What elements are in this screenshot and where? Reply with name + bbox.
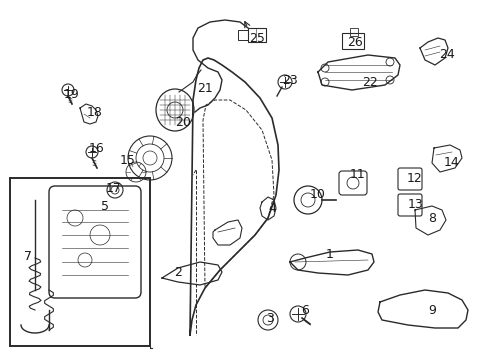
Text: 5: 5 bbox=[101, 201, 109, 213]
Text: 26: 26 bbox=[346, 36, 362, 49]
Text: 25: 25 bbox=[248, 31, 264, 45]
Text: 22: 22 bbox=[362, 76, 377, 89]
Text: 6: 6 bbox=[301, 303, 308, 316]
Text: 8: 8 bbox=[427, 211, 435, 225]
Bar bbox=[341, 33, 363, 49]
Bar bbox=[10, 178, 150, 346]
Text: 24: 24 bbox=[438, 49, 454, 62]
Text: 7: 7 bbox=[24, 251, 32, 264]
Text: 12: 12 bbox=[407, 171, 422, 184]
Text: 21: 21 bbox=[197, 81, 212, 94]
Text: 3: 3 bbox=[265, 311, 273, 324]
Text: 17: 17 bbox=[106, 181, 122, 194]
Bar bbox=[247, 28, 265, 42]
Bar bbox=[349, 28, 357, 36]
Text: 4: 4 bbox=[267, 202, 275, 215]
Bar bbox=[238, 30, 247, 40]
Text: 20: 20 bbox=[175, 117, 190, 130]
Text: 14: 14 bbox=[443, 156, 459, 168]
Text: 13: 13 bbox=[407, 198, 423, 211]
Text: 10: 10 bbox=[309, 189, 325, 202]
Text: 15: 15 bbox=[120, 153, 136, 166]
Text: 23: 23 bbox=[282, 73, 297, 86]
Text: 16: 16 bbox=[89, 141, 104, 154]
Text: 2: 2 bbox=[174, 266, 182, 279]
Text: 18: 18 bbox=[87, 105, 103, 118]
Text: 19: 19 bbox=[64, 89, 80, 102]
Text: 9: 9 bbox=[427, 303, 435, 316]
Text: 11: 11 bbox=[349, 168, 365, 181]
Text: 1: 1 bbox=[325, 248, 333, 261]
